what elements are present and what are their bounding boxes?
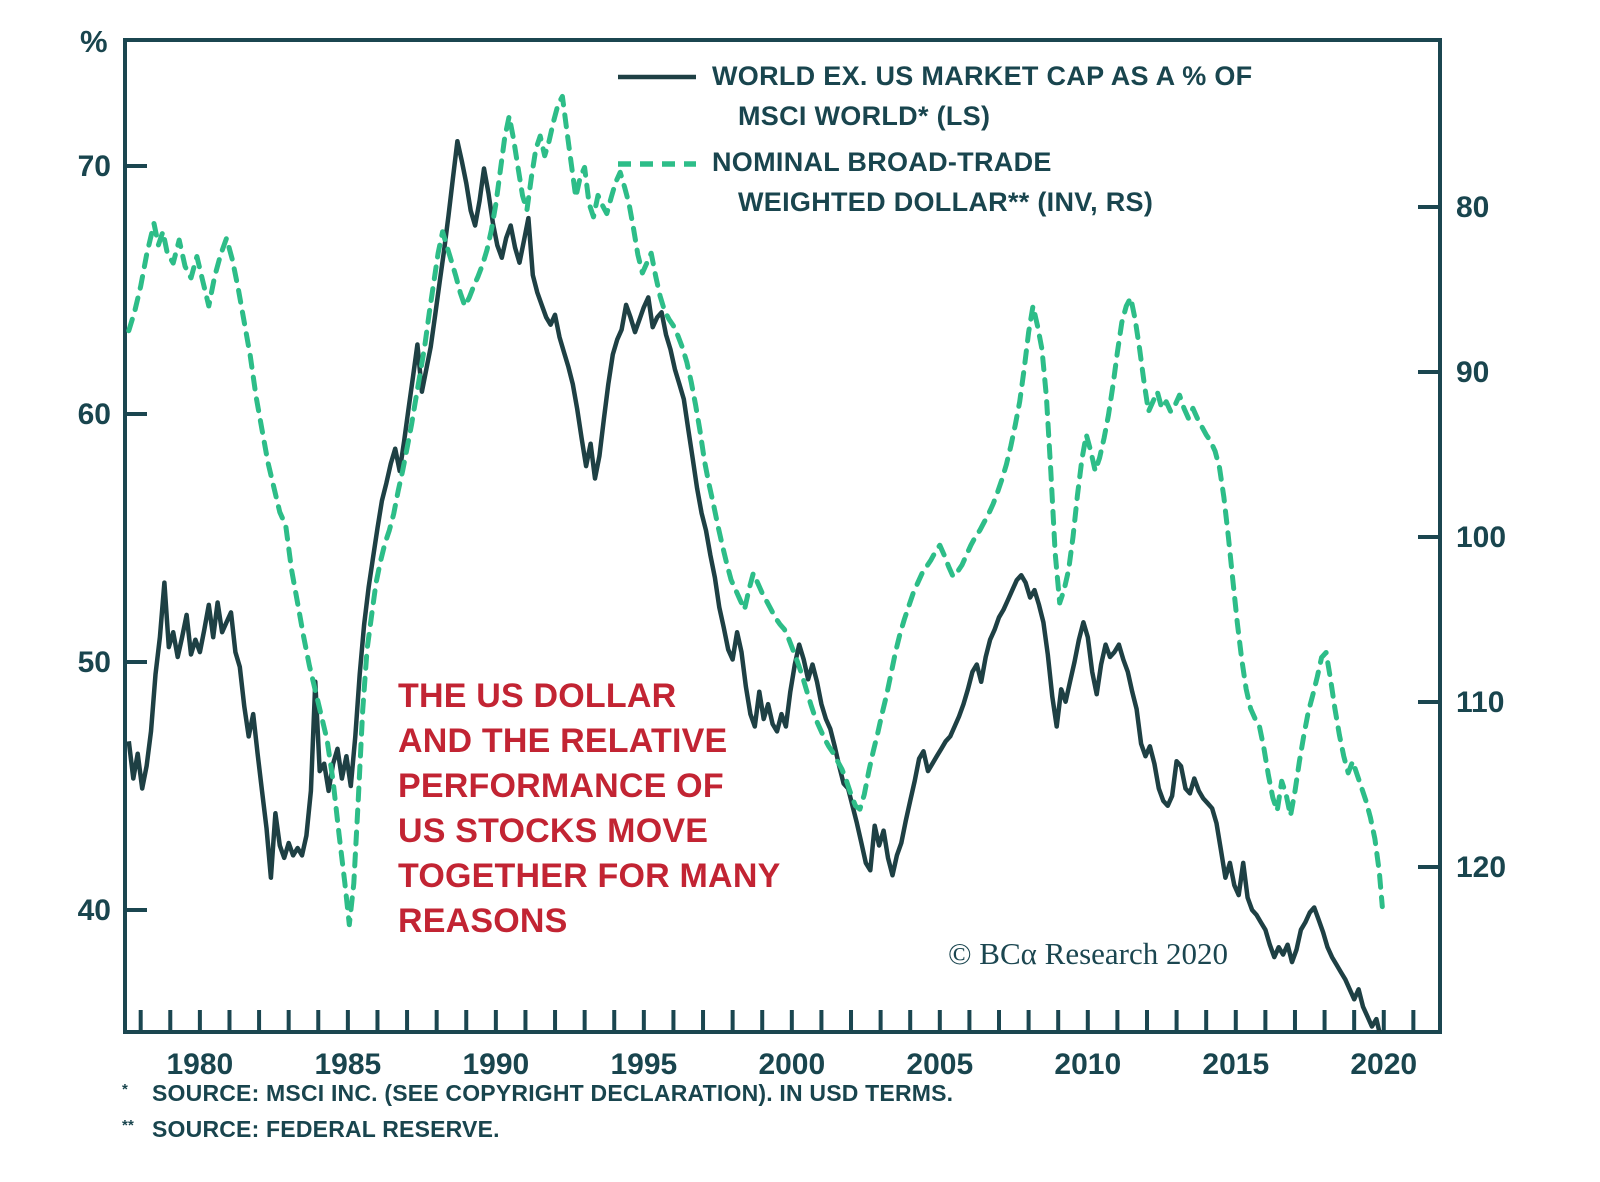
right-axis-tick-label: 110 bbox=[1456, 686, 1504, 719]
legend-label-line1: NOMINAL BROAD-TRADE bbox=[712, 147, 1052, 177]
x-axis-year-label: 2020 bbox=[1350, 1048, 1417, 1081]
right-axis-tick-label: 100 bbox=[1456, 521, 1506, 554]
left-axis-tick-label: 40 bbox=[78, 894, 111, 927]
series-line-world-ex-us bbox=[126, 138, 1382, 1033]
legend-label-line1: WORLD EX. US MARKET CAP AS A % OF bbox=[712, 61, 1253, 91]
left-axis-tick-label: 70 bbox=[78, 150, 111, 183]
left-axis-unit-label: % bbox=[80, 24, 108, 59]
right-axis-tick-label: 90 bbox=[1456, 356, 1489, 389]
x-axis-year-label: 1985 bbox=[314, 1048, 381, 1081]
x-axis-year-label: 1980 bbox=[167, 1048, 234, 1081]
legend-label-line2: MSCI WORLD* (LS) bbox=[738, 101, 991, 131]
x-axis-year-label: 2015 bbox=[1202, 1048, 1269, 1081]
legend-item-world-ex-us: WORLD EX. US MARKET CAP AS A % OF MSCI W… bbox=[618, 56, 1252, 136]
legend-item-trade-weighted-dollar: NOMINAL BROAD-TRADE WEIGHTED DOLLAR** (I… bbox=[618, 142, 1252, 222]
copyright-notice: © BCα Research 2020 bbox=[948, 936, 1228, 971]
annotation-text: THE US DOLLAR AND THE RELATIVE PERFORMAN… bbox=[398, 677, 781, 940]
x-axis-year-label: 2005 bbox=[906, 1048, 973, 1081]
legend-label-line2: WEIGHTED DOLLAR** (INV, RS) bbox=[738, 187, 1154, 217]
legend: WORLD EX. US MARKET CAP AS A % OF MSCI W… bbox=[618, 56, 1252, 228]
footnote-msci: * SOURCE: MSCI INC. (SEE COPYRIGHT DECLA… bbox=[122, 1080, 954, 1106]
x-axis-year-label: 2000 bbox=[758, 1048, 825, 1081]
left-axis-tick-label: 60 bbox=[78, 398, 111, 431]
solid-line-swatch-icon bbox=[618, 74, 696, 80]
right-axis-tick-label: 120 bbox=[1456, 851, 1506, 884]
footnotes: * SOURCE: MSCI INC. (SEE COPYRIGHT DECLA… bbox=[122, 1080, 953, 1152]
footnote-federal-reserve: ** SOURCE: FEDERAL RESERVE. bbox=[122, 1116, 500, 1142]
left-axis-tick-label: 50 bbox=[78, 646, 111, 679]
series-line-dollar-index bbox=[126, 93, 1385, 928]
x-axis-year-label: 1995 bbox=[610, 1048, 677, 1081]
x-axis-year-label: 1990 bbox=[462, 1048, 529, 1081]
right-axis-tick-label: 80 bbox=[1456, 191, 1489, 224]
dashed-line-swatch-icon bbox=[618, 161, 696, 167]
x-axis-year-label: 2010 bbox=[1054, 1048, 1121, 1081]
